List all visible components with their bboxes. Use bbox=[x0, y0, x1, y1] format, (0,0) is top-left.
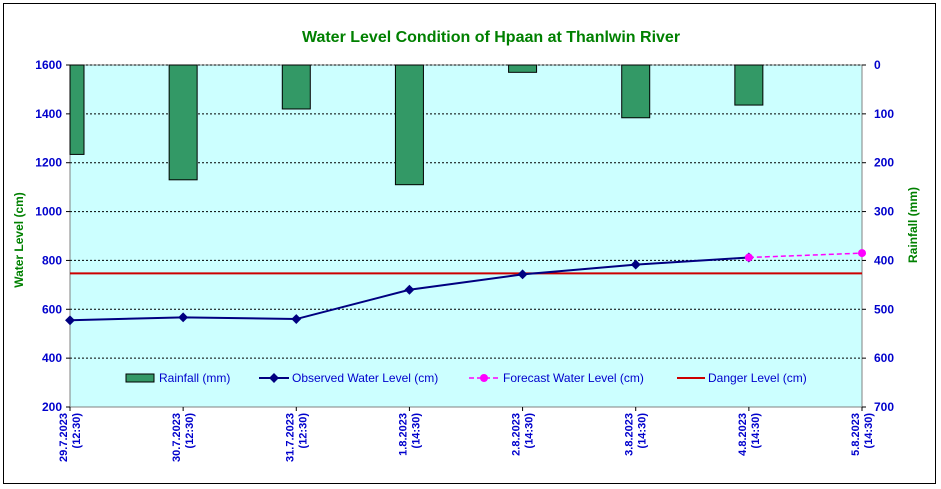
x-tick-label-date: 2.8.2023 bbox=[511, 413, 523, 456]
x-tick-label-date: 3.8.2023 bbox=[624, 413, 636, 456]
x-tick-label-date: 31.7.2023 bbox=[284, 413, 296, 462]
rainfall-bar bbox=[281, 64, 311, 110]
y-right-tick-label: 500 bbox=[874, 302, 894, 316]
y-left-tick-label: 200 bbox=[42, 400, 62, 414]
chart-frame bbox=[3, 3, 936, 484]
y-axis-right-label: Rainfall (mm) bbox=[906, 187, 920, 263]
y-right-tick-label: 200 bbox=[874, 156, 894, 170]
y-axis-left-label: Water Level (cm) bbox=[12, 192, 26, 288]
x-tick-label-time: (12:30) bbox=[184, 413, 196, 449]
x-tick-label-time: (14:30) bbox=[410, 413, 422, 449]
y-left-tick-label: 800 bbox=[42, 253, 62, 267]
x-tick-label-time: (14:30) bbox=[750, 413, 762, 449]
rainfall-bar bbox=[508, 64, 538, 73]
y-right-tick-label: 0 bbox=[874, 58, 881, 72]
y-right-tick-label: 300 bbox=[874, 205, 894, 219]
rainfall-bar bbox=[69, 64, 85, 155]
legend-observed-label: Observed Water Level (cm) bbox=[292, 371, 438, 385]
observed-point bbox=[404, 284, 415, 295]
x-tick-label-time: (12:30) bbox=[297, 413, 309, 449]
legend-rainfall-label: Rainfall (mm) bbox=[159, 371, 230, 385]
forecast-line bbox=[748, 252, 863, 259]
x-tick-label-time: (12:30) bbox=[71, 413, 83, 449]
x-tick-label-date: 4.8.2023 bbox=[737, 413, 749, 456]
observed-point bbox=[291, 314, 302, 325]
x-tick-label-time: (14:30) bbox=[863, 413, 875, 449]
legend-danger-label: Danger Level (cm) bbox=[708, 371, 807, 385]
legend-observed-marker bbox=[269, 373, 279, 383]
x-tick-label-date: 1.8.2023 bbox=[397, 413, 409, 456]
y-left-tick-label: 400 bbox=[42, 351, 62, 365]
x-tick-label-time: (14:30) bbox=[524, 413, 536, 449]
observed-point bbox=[630, 259, 641, 270]
rainfall-bar bbox=[394, 64, 424, 186]
y-left-tick-label: 1400 bbox=[35, 107, 62, 121]
x-tick-label-date: 29.7.2023 bbox=[58, 413, 70, 462]
y-left-tick-label: 1200 bbox=[35, 156, 62, 170]
observed-point bbox=[178, 312, 189, 323]
legend-rainfall-swatch bbox=[125, 373, 155, 383]
y-left-tick-label: 600 bbox=[42, 302, 62, 316]
rainfall-bar bbox=[168, 64, 198, 181]
y-right-tick-label: 400 bbox=[874, 253, 894, 267]
y-left-tick-label: 1600 bbox=[35, 58, 62, 72]
chart-title: Water Level Condition of Hpaan at Thanlw… bbox=[302, 29, 680, 46]
legend-forecast-marker bbox=[480, 374, 488, 382]
y-right-tick-label: 600 bbox=[874, 351, 894, 365]
x-tick-label-time: (14:30) bbox=[637, 413, 649, 449]
rainfall-bar bbox=[621, 64, 651, 119]
y-right-tick-label: 100 bbox=[874, 107, 894, 121]
y-left-tick-label: 1000 bbox=[35, 205, 62, 219]
observed-point bbox=[517, 269, 528, 280]
x-tick-label-date: 30.7.2023 bbox=[171, 413, 183, 462]
x-tick-label-date: 5.8.2023 bbox=[850, 413, 862, 456]
legend-forecast-label: Forecast Water Level (cm) bbox=[503, 371, 644, 385]
forecast-point bbox=[858, 249, 866, 258]
forecast-point bbox=[744, 253, 753, 262]
rainfall-bar bbox=[734, 64, 764, 106]
y-right-tick-label: 700 bbox=[874, 400, 894, 414]
